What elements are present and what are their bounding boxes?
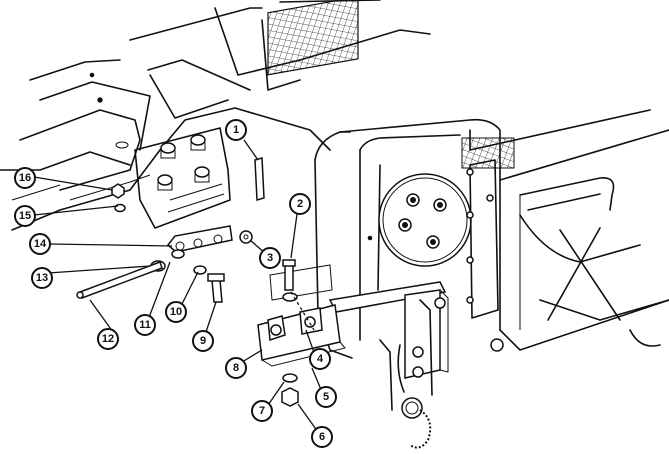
callout-2: 2: [289, 193, 311, 215]
svg-text:2: 2: [297, 198, 303, 210]
svg-text:6: 6: [319, 431, 325, 443]
leader-lines: [33, 139, 323, 433]
svg-text:14: 14: [34, 238, 47, 250]
connector-arm-assembly: [328, 281, 449, 449]
washer: [282, 292, 298, 302]
callout-5: 5: [315, 386, 337, 408]
hinge-bracket: [166, 225, 233, 253]
equipment-housing: [314, 109, 669, 359]
callout-11: 11: [134, 314, 156, 336]
clevis-pin: [76, 261, 163, 299]
connector-terminal: [398, 218, 412, 232]
svg-text:11: 11: [139, 319, 151, 331]
washer: [193, 265, 207, 275]
acorn-nut: [194, 166, 210, 183]
bead-chain: [409, 409, 432, 449]
svg-text:5: 5: [323, 391, 329, 403]
callout-16: 16: [14, 167, 36, 189]
callout-7: 7: [251, 400, 273, 422]
mounting-plate: [134, 127, 231, 229]
callout-13: 13: [31, 267, 53, 289]
callout-12: 12: [97, 328, 119, 350]
svg-text:3: 3: [267, 252, 273, 264]
svg-text:8: 8: [233, 362, 239, 374]
svg-text:15: 15: [19, 210, 31, 222]
svg-text:10: 10: [170, 306, 182, 318]
callout-14: 14: [29, 233, 51, 255]
washer: [239, 230, 253, 244]
acorn-nut: [157, 174, 173, 191]
callout-10: 10: [165, 301, 187, 323]
svg-text:16: 16: [19, 172, 31, 184]
callout-4: 4: [309, 348, 331, 370]
connector-terminal: [412, 366, 424, 378]
hinge-pin: [254, 157, 265, 201]
connector-terminal: [406, 193, 420, 207]
callout-8: 8: [225, 357, 247, 379]
callout-15: 15: [14, 205, 36, 227]
callout-1: 1: [225, 119, 247, 141]
svg-text:7: 7: [259, 405, 265, 417]
connector-terminal: [412, 346, 424, 358]
screw: [282, 259, 296, 291]
callout-9: 9: [192, 330, 214, 352]
connector-terminal: [433, 198, 447, 212]
svg-text:9: 9: [200, 335, 206, 347]
acorn-nut: [190, 134, 206, 151]
svg-text:1: 1: [233, 124, 239, 136]
svg-text:12: 12: [102, 333, 114, 345]
connector-terminal: [434, 297, 446, 309]
svg-text:13: 13: [36, 272, 48, 284]
callout-3: 3: [259, 247, 281, 269]
screw: [207, 273, 225, 303]
cover-plate: [378, 173, 472, 267]
mounting-bracket: [257, 264, 346, 367]
nut: [281, 387, 299, 407]
dust-cap: [401, 397, 423, 419]
connector-terminal: [426, 235, 440, 249]
svg-text:4: 4: [317, 353, 324, 365]
washer: [282, 373, 298, 383]
acorn-nut: [160, 142, 176, 159]
vehicle-cab-structure: [0, 0, 431, 231]
callout-6: 6: [311, 426, 333, 448]
nut: [111, 183, 125, 199]
washer: [171, 249, 185, 259]
